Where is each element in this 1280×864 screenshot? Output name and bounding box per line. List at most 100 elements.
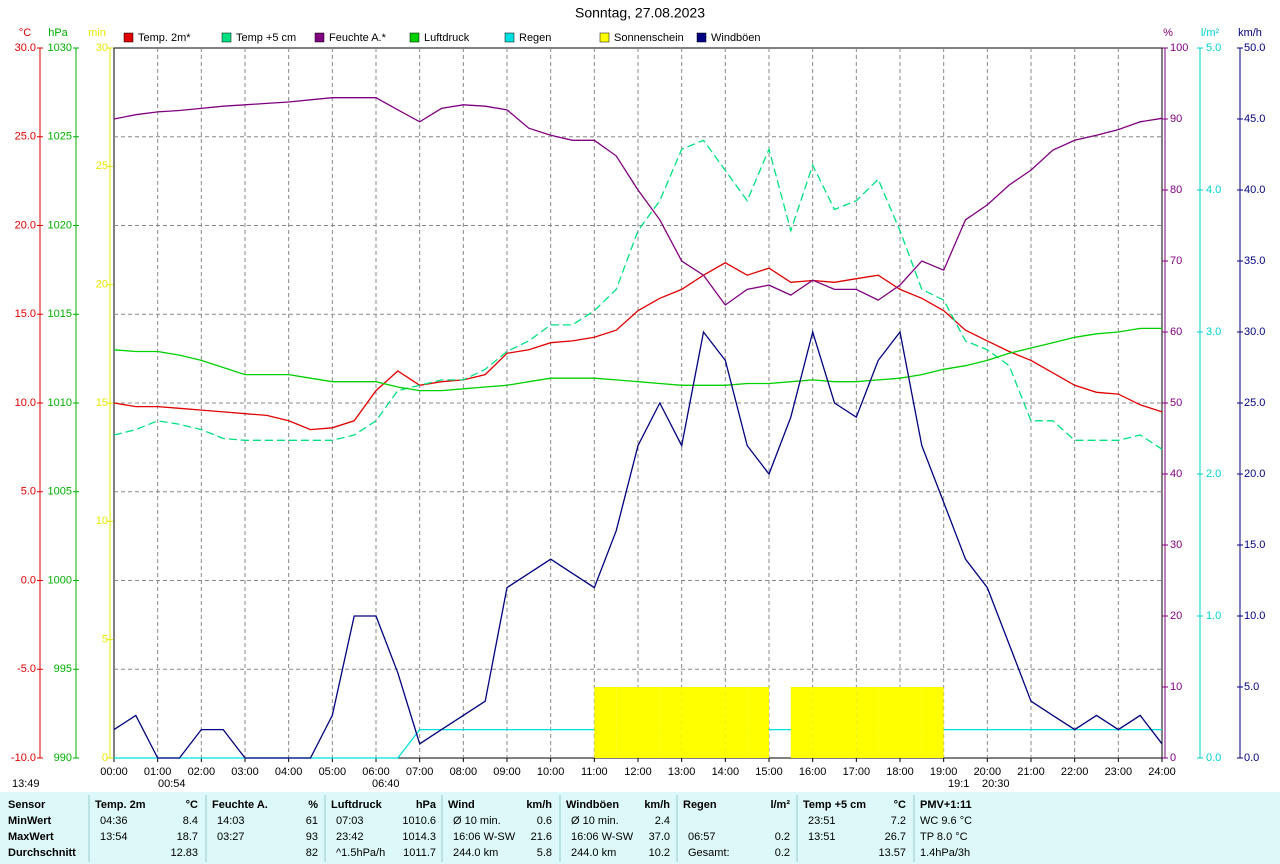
- table-cell: 10.2: [649, 847, 670, 859]
- table-cell: 12.83: [170, 847, 198, 859]
- table-cell: Ø 10 min.: [453, 815, 501, 827]
- y-tick-label: 0: [1170, 752, 1176, 764]
- annotation: 19:1: [948, 778, 969, 790]
- table-cell: 07:03: [336, 815, 364, 827]
- y-tick-label: 1000: [48, 574, 72, 586]
- table-header: Luftdruck: [331, 799, 383, 811]
- y-tick-label: 30.0: [1244, 326, 1265, 338]
- table-cell: WC 9.6 °C: [920, 815, 972, 827]
- y-tick-label: 30.0: [15, 42, 36, 54]
- sunshine-bar: [594, 687, 617, 758]
- y-tick-label: 50.0: [1244, 42, 1265, 54]
- legend-label: Luftdruck: [424, 32, 470, 44]
- y-tick-label: 90: [1170, 113, 1182, 125]
- y-tick-label: 5.0: [21, 486, 36, 498]
- y-tick-label: 1010: [48, 397, 72, 409]
- series-line: [113, 327, 1162, 392]
- x-tick-label: 18:00: [886, 766, 914, 778]
- table-cell: 13.57: [878, 847, 906, 859]
- x-tick-label: 17:00: [843, 766, 871, 778]
- x-tick-label: 06:00: [362, 766, 390, 778]
- x-tick-label: 08:00: [450, 766, 478, 778]
- y-tick-label: 0.0: [1244, 752, 1259, 764]
- annotation: 13:49: [12, 778, 40, 790]
- x-tick-label: 04:00: [275, 766, 303, 778]
- x-tick-label: 24:00: [1148, 766, 1176, 778]
- sunshine-bar: [900, 687, 922, 758]
- series-line: [113, 262, 1163, 431]
- y-tick-label: 35.0: [1244, 255, 1265, 267]
- legend-swatch: [504, 32, 515, 43]
- y-tick-label: 60: [1170, 326, 1182, 338]
- table-cell: 21.6: [531, 831, 552, 843]
- y-tick-label: 20: [1170, 610, 1182, 622]
- legend-swatch: [221, 32, 232, 43]
- table-cell: 244.0 km: [453, 847, 498, 859]
- y-tick-label: 1015: [48, 308, 72, 320]
- chart-title: Sonntag, 27.08.2023: [575, 5, 705, 21]
- y-tick-label: 25.0: [15, 131, 36, 143]
- y-tick-label: 995: [54, 663, 72, 675]
- y-tick-label: 20.0: [15, 219, 36, 231]
- y-tick-label: 2.0: [1206, 468, 1221, 480]
- y-tick-label: 0.0: [1206, 752, 1221, 764]
- legend-swatch: [696, 32, 707, 43]
- y-tick-label: 15.0: [1244, 539, 1265, 551]
- y-tick-label: 1030: [48, 42, 72, 54]
- legend-swatch: [314, 32, 325, 43]
- table-cell: 7.2: [891, 815, 906, 827]
- table-cell: 5.8: [537, 847, 552, 859]
- table-header: Windböen: [566, 799, 619, 811]
- y-tick-label: -10.0: [11, 752, 36, 764]
- table-cell: 0.2: [775, 831, 790, 843]
- y-tick-label: 40.0: [1244, 184, 1265, 196]
- table-cell: 14:03: [217, 815, 245, 827]
- x-tick-label: 14:00: [712, 766, 740, 778]
- annotation: 06:40: [372, 778, 400, 790]
- legend-label: Windböen: [711, 32, 761, 44]
- sunshine-bar: [616, 687, 638, 758]
- legend-label: Regen: [519, 32, 551, 44]
- sunshine-bar: [681, 687, 704, 758]
- axis-title: km/h: [1238, 27, 1262, 39]
- sunshine-bar: [834, 687, 857, 758]
- table-cell: 16:06 W-SW: [453, 831, 516, 843]
- x-tick-label: 16:00: [799, 766, 827, 778]
- table-cell: 1.4hPa/3h: [920, 847, 970, 859]
- table-cell: 13:54: [100, 831, 128, 843]
- table-header: Sensor: [8, 799, 46, 811]
- y-tick-label: 1020: [48, 219, 72, 231]
- x-tick-label: 11:00: [581, 766, 608, 778]
- annotation: 00:54: [158, 778, 186, 790]
- table-cell: Durchschnitt: [8, 847, 76, 859]
- sunshine-bar: [747, 687, 769, 758]
- series-line: [113, 97, 1163, 306]
- y-tick-label: 15.0: [15, 308, 36, 320]
- table-cell: Gesamt:: [688, 847, 730, 859]
- y-tick-label: 0: [102, 752, 108, 764]
- legend-label: Sonnenschein: [614, 32, 684, 44]
- x-tick-label: 07:00: [406, 766, 434, 778]
- y-tick-label: 990: [54, 752, 72, 764]
- axis-title: %: [1163, 27, 1173, 39]
- axis-title: l/m²: [1201, 27, 1220, 39]
- table-cell: 1011.7: [403, 847, 436, 859]
- sunshine-bar: [725, 687, 748, 758]
- table-header: km/h: [526, 799, 552, 811]
- y-tick-label: 10: [96, 515, 108, 527]
- table-cell: 37.0: [649, 831, 670, 843]
- sunshine-bar: [812, 687, 835, 758]
- y-tick-label: 5.0: [1244, 681, 1259, 693]
- table-header: km/h: [644, 799, 670, 811]
- table-cell: 23:42: [336, 831, 364, 843]
- table-cell: 13:51: [808, 831, 836, 843]
- axis-title: hPa: [48, 27, 68, 39]
- table-cell: 1014.3: [402, 831, 436, 843]
- table-cell: Ø 10 min.: [571, 815, 619, 827]
- table-cell: 2.4: [655, 815, 670, 827]
- series-line: [113, 139, 1163, 450]
- table-cell: 06:57: [688, 831, 716, 843]
- axis-title: °C: [19, 27, 31, 39]
- sunshine-bar: [790, 687, 813, 758]
